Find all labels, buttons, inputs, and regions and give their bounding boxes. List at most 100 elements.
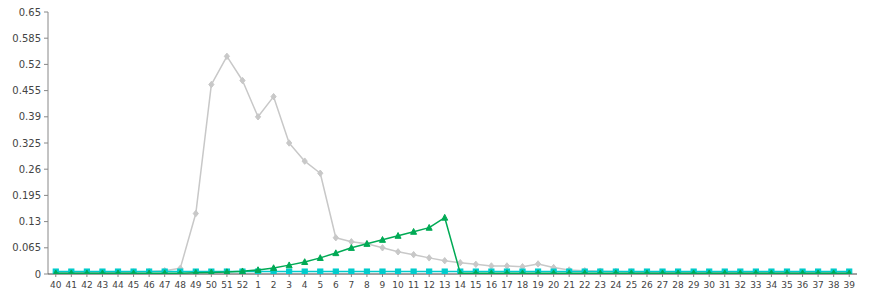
y-tick: [44, 143, 48, 144]
x-tick: [242, 274, 243, 277]
x-tick: [740, 274, 741, 277]
marker: [53, 270, 59, 274]
marker: [784, 270, 790, 274]
x-tick: [258, 274, 259, 277]
marker: [349, 269, 354, 274]
x-tick: [584, 274, 585, 277]
x-tick-label: 47: [159, 280, 170, 290]
marker: [504, 263, 509, 269]
x-tick: [802, 274, 803, 277]
x-tick-label: 42: [81, 280, 92, 290]
x-tick-label: 37: [812, 280, 823, 290]
marker: [84, 270, 89, 274]
x-tick: [133, 274, 134, 277]
x-tick-label: 7: [349, 280, 355, 290]
marker: [364, 241, 370, 247]
x-tick-label: 18: [517, 280, 529, 290]
x-tick-label: 33: [750, 280, 761, 290]
x-tick-label: 20: [548, 280, 560, 290]
marker: [271, 93, 276, 99]
y-tick: [44, 221, 48, 222]
x-tick-label: 38: [828, 280, 840, 290]
y-tick: [44, 274, 48, 275]
y-tick: [44, 247, 48, 248]
x-tick-label: 48: [175, 280, 187, 290]
marker: [442, 257, 447, 263]
x-tick-label: 31: [719, 280, 730, 290]
y-tick-label: 0.13: [19, 216, 41, 227]
y-tick-label: 0.325: [12, 138, 41, 149]
x-tick-label: 49: [190, 280, 202, 290]
y-tick-label: 0.26: [19, 164, 41, 175]
marker: [348, 245, 354, 251]
x-tick: [273, 274, 274, 277]
x-tick: [646, 274, 647, 277]
x-tick: [522, 274, 523, 277]
marker: [380, 269, 385, 274]
marker: [706, 270, 712, 274]
marker: [99, 270, 105, 274]
x-tick: [553, 274, 554, 277]
x-tick: [429, 274, 430, 277]
marker: [146, 270, 152, 274]
x-tick-label: 34: [766, 280, 778, 290]
marker: [691, 270, 696, 274]
x-tick-label: 51: [221, 280, 232, 290]
x-tick: [538, 274, 539, 277]
marker: [287, 269, 292, 274]
x-tick-label: 17: [501, 280, 512, 290]
marker: [473, 261, 478, 267]
x-tick-label: 10: [392, 280, 404, 290]
x-tick-label: 27: [657, 280, 668, 290]
x-tick: [102, 274, 103, 277]
x-tick: [755, 274, 756, 277]
series-line: [56, 218, 849, 274]
marker: [395, 233, 401, 239]
x-tick: [818, 274, 819, 277]
marker: [831, 270, 836, 274]
marker: [675, 270, 681, 274]
y-tick-label: 0.065: [12, 242, 41, 253]
x-tick-label: 9: [380, 280, 386, 290]
marker: [286, 262, 292, 268]
series-line: [56, 56, 849, 272]
marker: [597, 270, 603, 274]
x-tick-label: 30: [703, 280, 715, 290]
x-tick-label: 32: [735, 280, 746, 290]
marker: [628, 270, 634, 274]
marker: [395, 249, 400, 255]
x-tick-label: 16: [486, 280, 498, 290]
marker: [582, 270, 588, 274]
x-tick-label: 21: [563, 280, 574, 290]
x-tick-label: 1: [255, 280, 261, 290]
marker: [411, 251, 416, 257]
x-tick-label: 2: [271, 280, 277, 290]
x-tick: [833, 274, 834, 277]
marker: [318, 170, 323, 176]
marker: [551, 270, 557, 274]
marker: [115, 270, 121, 274]
y-tick: [44, 64, 48, 65]
x-tick: [320, 274, 321, 277]
marker: [318, 269, 323, 274]
x-tick-label: 11: [408, 280, 419, 290]
x-tick-label: 19: [532, 280, 544, 290]
x-tick-label: 52: [237, 280, 248, 290]
marker: [240, 77, 245, 83]
marker: [255, 114, 260, 120]
x-tick: [86, 274, 87, 277]
y-tick: [44, 195, 48, 196]
x-tick: [164, 274, 165, 277]
x-tick: [366, 274, 367, 277]
marker: [753, 270, 759, 274]
marker: [271, 265, 277, 271]
x-tick-label: 28: [672, 280, 684, 290]
marker: [239, 268, 245, 274]
x-tick: [662, 274, 663, 277]
x-tick: [335, 274, 336, 277]
x-tick: [678, 274, 679, 277]
marker: [255, 267, 261, 273]
marker: [613, 270, 619, 274]
marker: [53, 270, 58, 274]
x-tick: [304, 274, 305, 277]
